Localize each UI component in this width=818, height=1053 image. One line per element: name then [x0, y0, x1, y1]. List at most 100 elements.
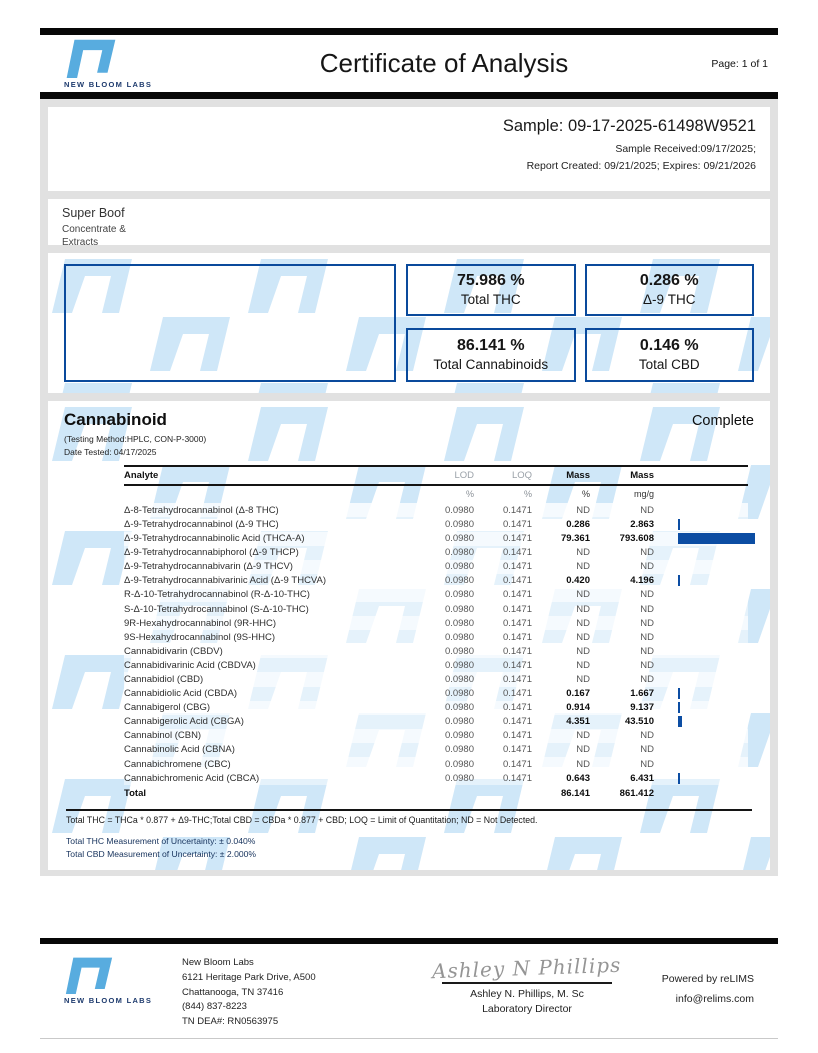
mass-pct-value: ND	[576, 674, 590, 686]
analyte-row: Cannabigerol (CBG) 0.0980 0.1471 0.914 9…	[124, 700, 748, 715]
mass-pct-value: ND	[576, 659, 590, 671]
analyte-name: Cannabidivarin (CBDV)	[124, 645, 223, 657]
logo-caption: NEW BLOOM LABS	[64, 996, 153, 1006]
analyte-row: Cannabinolic Acid (CBNA) 0.0980 0.1471 N…	[124, 742, 748, 758]
watermark-pattern	[48, 253, 770, 393]
unit-mass-mgg: mg/g	[633, 489, 654, 500]
analyte-row: S-Δ-10-Tetrahydrocannabinol (S-Δ-10-THC)…	[124, 602, 748, 617]
lod-value: 0.0980	[444, 702, 474, 714]
mass-mgg-value: 6.431	[630, 772, 654, 784]
analyte-row: Δ-9-Tetrahydrocannabinolic Acid (THCA-A)…	[124, 531, 756, 546]
lod-value: 0.0980	[444, 758, 474, 770]
total-thc-box: 75.986 % Total THC	[406, 264, 576, 316]
footnote-definitions: Total THC = THCa * 0.877 + Δ9-THC;Total …	[66, 815, 538, 826]
total-mass-mgg: 861.412	[619, 788, 654, 800]
product-name: Super Boof	[62, 206, 125, 220]
mass-mgg-value: ND	[640, 589, 654, 601]
d9-thc-box: 0.286 % Δ-9 THC	[584, 264, 754, 316]
loq-value: 0.1471	[502, 659, 532, 671]
mass-pct-value: 4.351	[566, 716, 590, 728]
mass-mgg-value: ND	[640, 645, 654, 657]
mass-pct-value: 0.914	[566, 702, 590, 714]
signatory-title: Laboratory Director	[482, 1003, 572, 1016]
analyte-row: Cannabichromenic Acid (CBCA) 0.0980 0.14…	[124, 771, 748, 786]
header-logo: NEW BLOOM LABS	[46, 38, 196, 89]
logo-caption: NEW BLOOM LABS	[64, 80, 153, 89]
section-status: Complete	[691, 413, 754, 429]
address-line: 6121 Heritage Park Drive, A500	[182, 971, 316, 983]
mass-pct-value: 0.167	[566, 688, 590, 700]
summary-band: 75.986 % Total THC 0.286 % Δ-9 THC 86.14…	[48, 253, 770, 393]
analyte-table: Analyte LOD LOQ Mass Mass % % %	[124, 465, 756, 801]
lod-value: 0.0980	[444, 688, 474, 700]
lod-value: 0.0980	[444, 504, 474, 516]
analyte-name: Δ-9-Tetrahydrocannabinol (Δ-9 THC)	[124, 518, 279, 530]
analyte-row: 9R-Hexahydrocannabinol (9R-HHC) 0.0980 0…	[124, 616, 748, 631]
address-line: New Bloom Labs	[182, 957, 254, 969]
page-title: Certificate of Analysis	[319, 48, 569, 78]
analyte-row: Cannabidiolic Acid (CBDA) 0.0980 0.1471 …	[124, 686, 748, 701]
lod-value: 0.0980	[444, 603, 474, 615]
cannabinoid-section: Cannabinoid Complete (Testing Method:HPL…	[48, 401, 770, 871]
summary-grid: 75.986 % Total THC 0.286 % Δ-9 THC 86.14…	[406, 264, 754, 382]
loq-value: 0.1471	[502, 603, 532, 615]
total-label: Total	[124, 788, 146, 800]
lod-value: 0.0980	[444, 547, 474, 559]
mass-bar-cell	[654, 518, 748, 530]
analyte-row: Δ-8-Tetrahydrocannabinol (Δ-8 THC) 0.098…	[124, 503, 748, 518]
analyte-name: S-Δ-10-Tetrahydrocannabinol (S-Δ-10-THC)	[124, 603, 309, 615]
mass-pct-value: ND	[576, 603, 590, 615]
analyte-row: Cannabichromene (CBC) 0.0980 0.1471 ND N…	[124, 757, 748, 772]
loq-value: 0.1471	[502, 575, 532, 587]
loq-value: 0.1471	[502, 589, 532, 601]
disclaimer-text: All analyses were conducted at 6121 Heri…	[40, 1049, 778, 1053]
analyte-rows: Δ-8-Tetrahydrocannabinol (Δ-8 THC) 0.098…	[124, 503, 756, 786]
header-mass-mgg: Mass	[630, 470, 654, 482]
section-title: Cannabinoid	[64, 410, 167, 429]
footer-divider	[40, 1037, 778, 1039]
mass-mgg-value: 1.667	[630, 688, 654, 700]
analyte-name: R-Δ-10-Tetrahydrocannabinol (R-Δ-10-THC)	[124, 589, 310, 601]
analyte-name: Cannabigerolic Acid (CBGA)	[124, 716, 244, 728]
analyte-name: Cannabidivarinic Acid (CBDVA)	[124, 659, 256, 671]
analyte-row: R-Δ-10-Tetrahydrocannabinol (R-Δ-10-THC)…	[124, 587, 748, 602]
mass-mgg-value: 43.510	[624, 716, 654, 728]
lod-value: 0.0980	[444, 561, 474, 573]
lod-value: 0.0980	[444, 631, 474, 643]
total-cbd-value: 0.146 %	[639, 337, 699, 355]
powered-by: Powered by reLIMS	[661, 973, 754, 986]
mass-bar-cell	[654, 589, 748, 600]
mass-pct-value: ND	[576, 617, 590, 629]
mass-mgg-value: ND	[640, 547, 654, 559]
mass-pct-value: ND	[576, 758, 590, 770]
mass-mgg-value: 4.196	[630, 575, 654, 587]
analyte-row: 9S-Hexahydrocannabinol (9S-HHC) 0.0980 0…	[124, 630, 748, 645]
mass-mgg-value: 2.863	[630, 518, 654, 530]
analyte-name: Cannabichromene (CBC)	[124, 758, 231, 770]
mass-mgg-value: ND	[640, 603, 654, 615]
analyte-row: Δ-9-Tetrahydrocannabivarinic Acid (Δ-9 T…	[124, 573, 748, 588]
footer-logo: NEW BLOOM LABS	[64, 956, 174, 1005]
mass-mgg-value: ND	[640, 504, 654, 516]
mass-pct-value: ND	[576, 589, 590, 601]
mass-bar-cell	[654, 688, 748, 700]
footnotes: Total THC = THCa * 0.877 + Δ9-THC;Total …	[66, 809, 752, 860]
mass-bar-cell	[654, 772, 748, 784]
d9-thc-value: 0.286 %	[639, 272, 699, 290]
mass-bar-cell	[654, 505, 748, 516]
thc-uncertainty: Total THC Measurement of Uncertainty: ± …	[66, 836, 256, 847]
mass-mgg-value: ND	[640, 730, 654, 742]
analyte-name: Δ-9-Tetrahydrocannabivarin (Δ-9 THCV)	[124, 561, 293, 573]
contact-email: info@relims.com	[675, 993, 754, 1006]
lod-value: 0.0980	[444, 716, 474, 728]
total-cannabinoids-label: Total Cannabinoids	[433, 357, 549, 373]
mass-pct-value: ND	[576, 561, 590, 573]
unit-mass-pct: %	[581, 489, 590, 500]
mass-pct-value: 0.420	[566, 575, 590, 587]
mass-bar-cell	[654, 561, 748, 572]
mass-bar-cell	[654, 632, 748, 643]
signature-block: Ashley N Phillips Ashley N. Phillips, M.…	[412, 953, 642, 1016]
loq-value: 0.1471	[502, 561, 532, 573]
lod-value: 0.0980	[444, 645, 474, 657]
